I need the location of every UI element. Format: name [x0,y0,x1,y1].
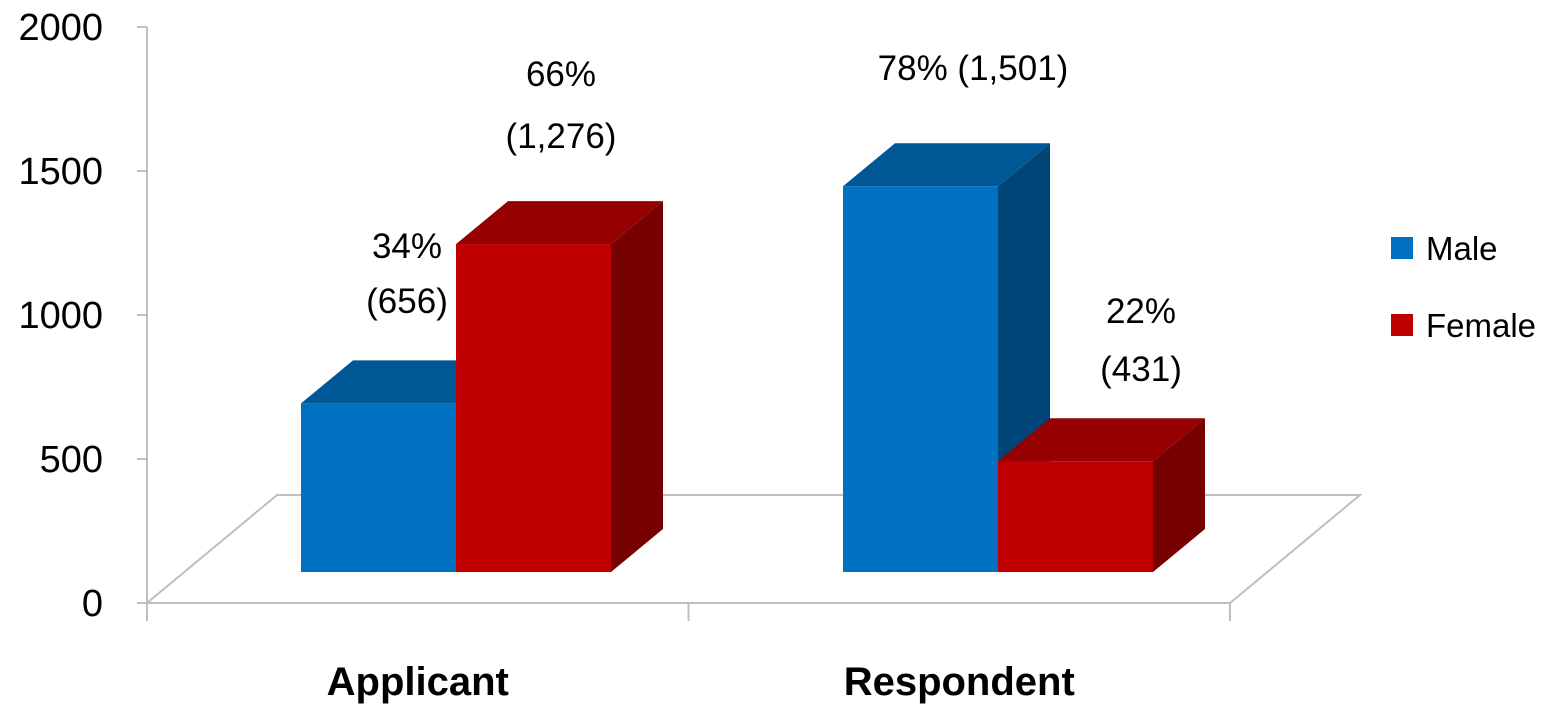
data-label: 66% [526,55,596,94]
bar-side-face [611,201,663,572]
legend-label-male: Male [1426,230,1498,267]
legend-swatch-female [1391,314,1413,336]
y-tick-label: 1000 [18,295,103,337]
bar-top-face [998,418,1205,462]
y-tick-label: 2000 [18,7,103,49]
y-tick-label: 500 [40,439,103,481]
x-category-label: Applicant [327,660,509,704]
y-tick-label: 1500 [18,151,103,193]
chart-data-labels: 34% (656) 78% (1,501) 66% (1,276) 22% (431) [366,49,1182,389]
data-label: (1,276) [506,117,617,156]
bar-top-face [843,143,1050,187]
x-category-label: Respondent [844,660,1075,704]
data-label: 22% [1106,292,1176,331]
legend-swatch-male [1391,237,1413,259]
y-tick-label: 0 [82,583,103,625]
data-label: 78% (1,501) [878,49,1069,88]
chart-floor-plane [144,494,1363,604]
bar-front-face [998,461,1153,572]
bar-front-face [456,244,611,572]
bar-front-face [843,186,998,573]
chart-axes: 0 500 1000 1500 2000 Applicant Respondent [18,7,1231,704]
legend-label-female: Female [1426,307,1536,344]
chart-legend: Male Female [1391,230,1536,344]
chart-floor [144,494,1363,604]
bar-side-face [1153,418,1205,572]
data-label: 34% [372,227,442,266]
data-label: (656) [366,282,448,321]
bar-top-face [456,201,663,245]
bar-female-applicant [456,201,663,572]
bar-front-face [301,403,456,572]
chart-bars [301,143,1205,573]
data-label: (431) [1100,350,1182,389]
bar-female-respondent [998,418,1205,572]
